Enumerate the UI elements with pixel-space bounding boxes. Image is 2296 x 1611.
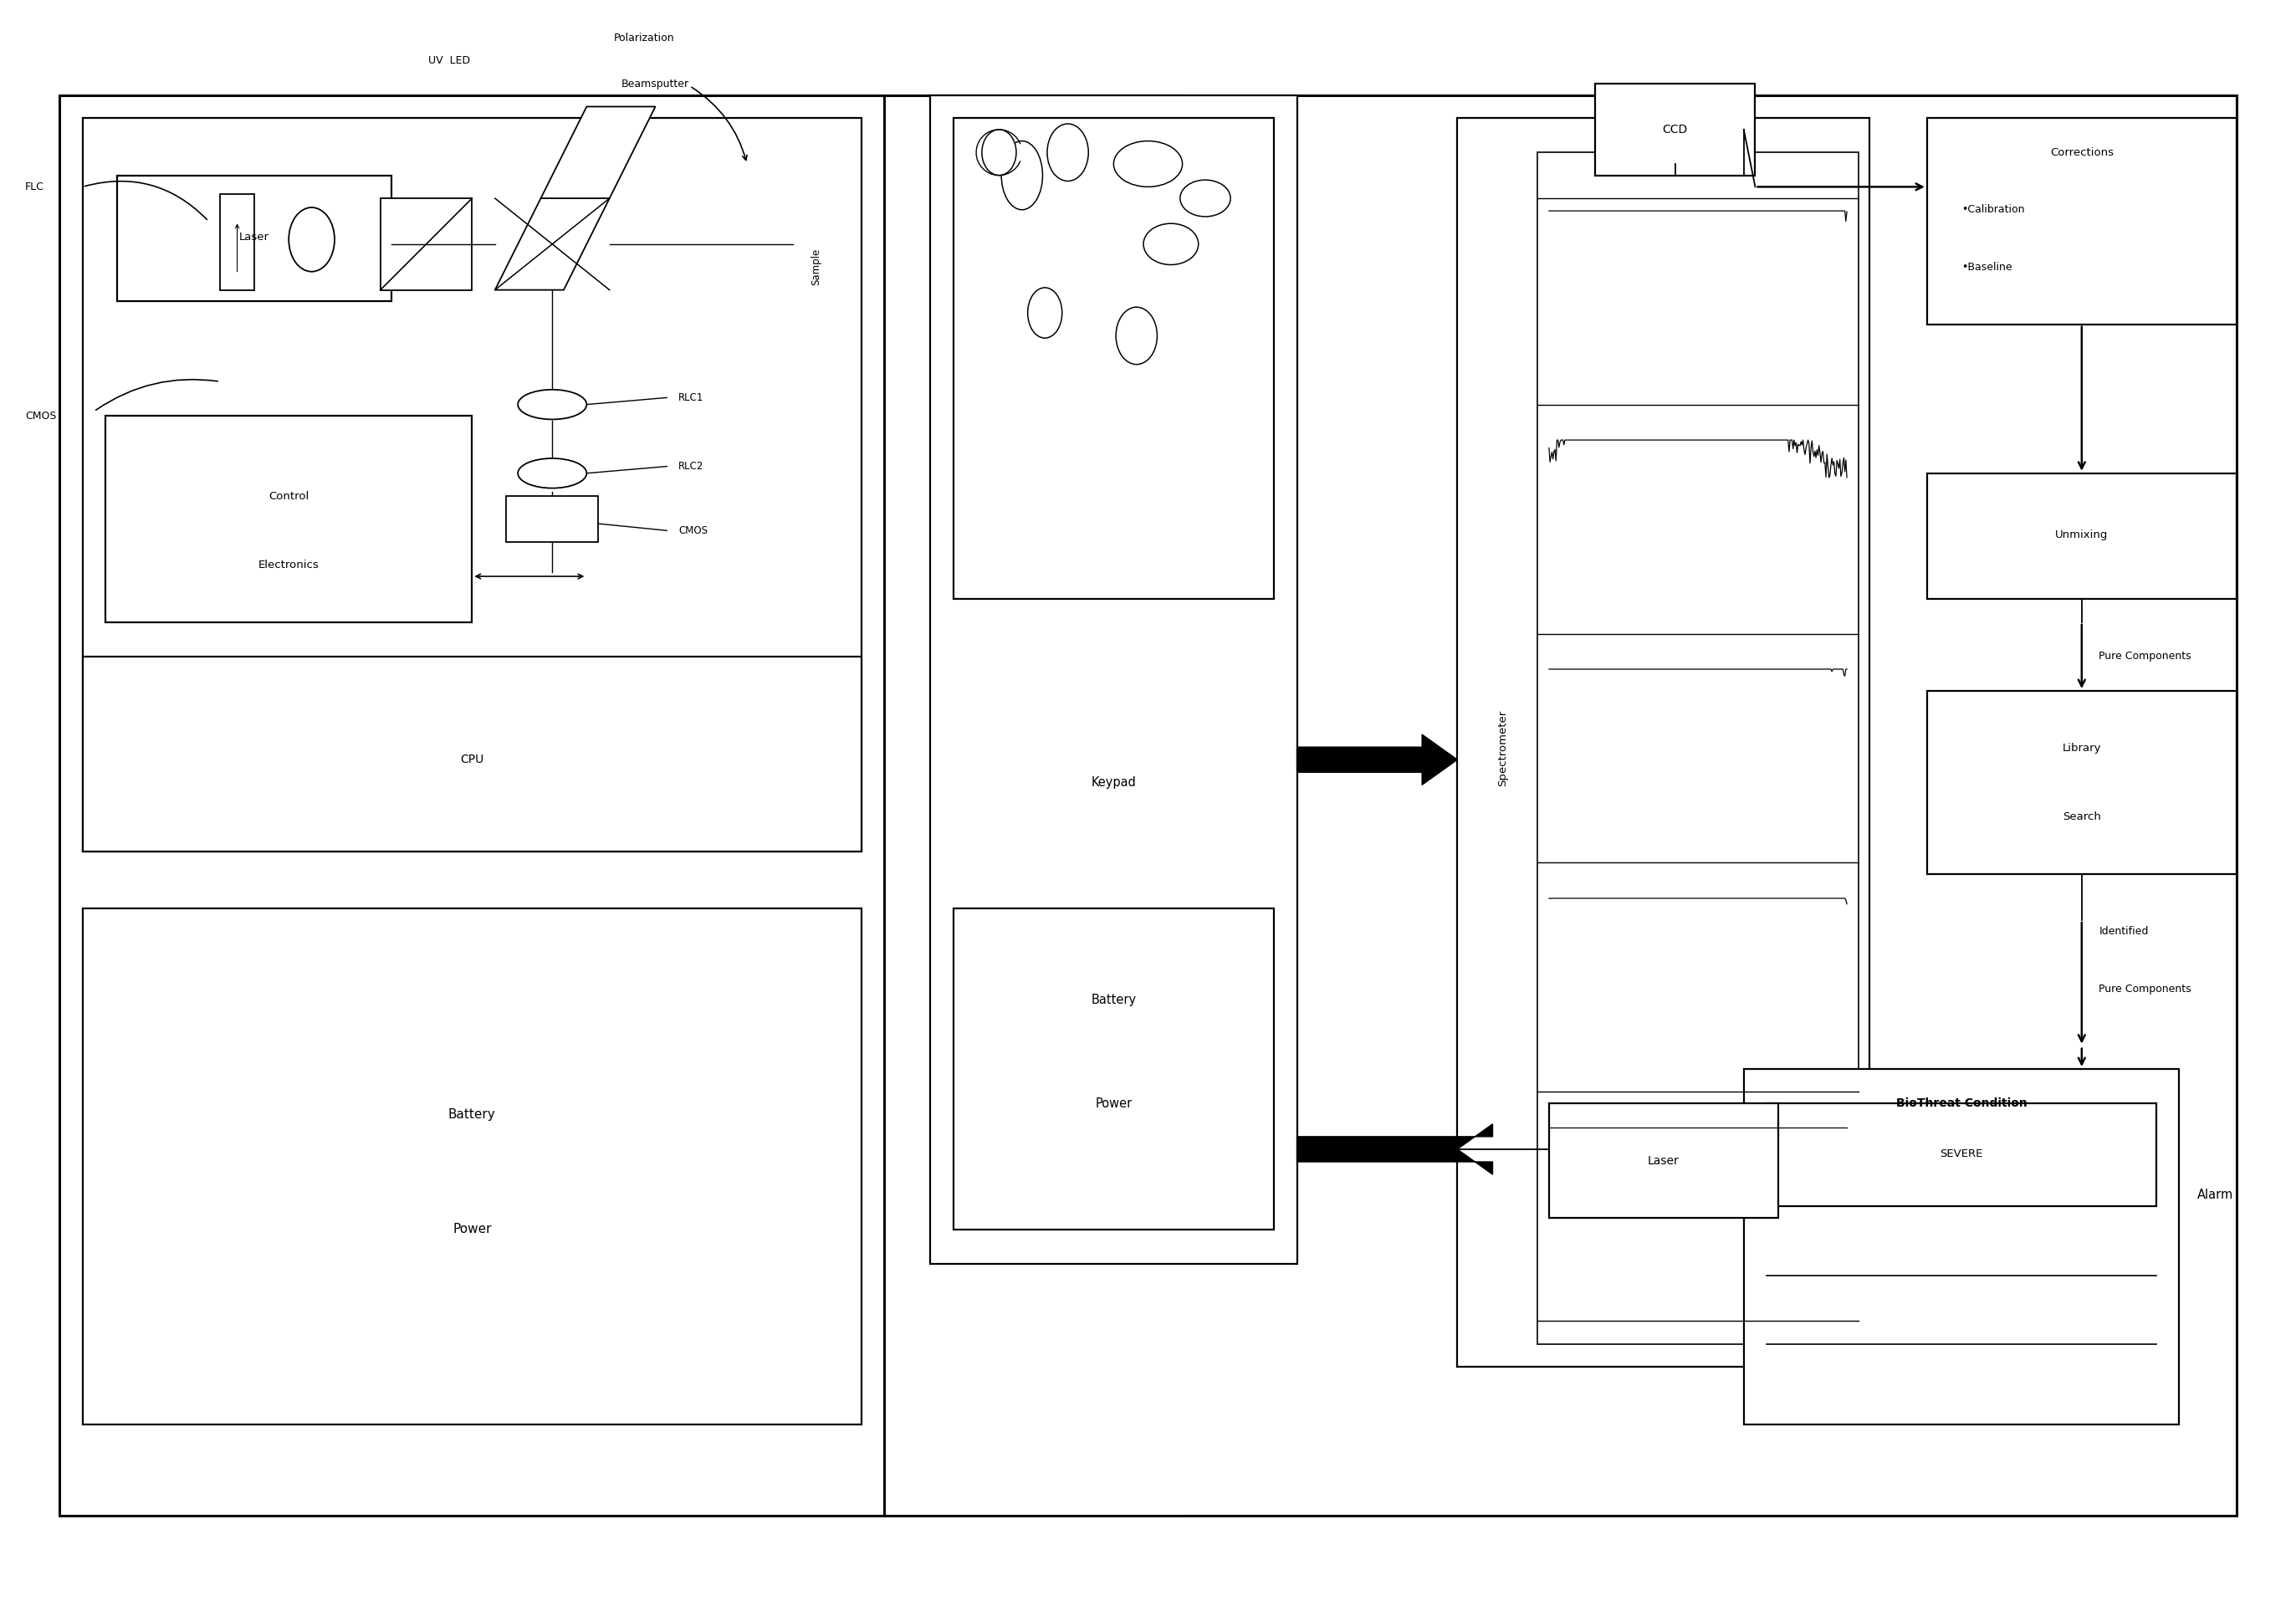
Text: UV  LED: UV LED — [427, 55, 471, 66]
Text: Polarization: Polarization — [613, 32, 675, 43]
Text: Search: Search — [2062, 812, 2101, 822]
Text: CCD: CCD — [1662, 124, 1688, 135]
Ellipse shape — [1143, 224, 1199, 264]
Text: SEVERE: SEVERE — [1940, 1149, 1984, 1160]
Bar — [1538, 153, 1857, 1344]
Bar — [507, 496, 597, 541]
Text: Sample: Sample — [810, 248, 822, 285]
Bar — [83, 118, 861, 851]
Text: CMOS: CMOS — [25, 411, 57, 422]
Text: •Baseline: •Baseline — [1961, 261, 2011, 272]
Bar — [60, 95, 1182, 1516]
Text: Control: Control — [269, 491, 310, 501]
Bar — [83, 909, 861, 1424]
Text: Unmixing: Unmixing — [2055, 530, 2108, 541]
Ellipse shape — [1114, 142, 1182, 187]
Text: Electronics: Electronics — [259, 559, 319, 570]
Text: Pure Components: Pure Components — [2099, 651, 2190, 662]
Bar — [1743, 1070, 2179, 1424]
Text: CPU: CPU — [459, 754, 484, 765]
Text: FLC: FLC — [25, 182, 44, 192]
Bar — [884, 95, 2236, 1516]
Text: Identified: Identified — [2099, 926, 2149, 938]
Bar — [1926, 691, 2236, 875]
Polygon shape — [1297, 735, 1458, 785]
Text: Library: Library — [2062, 743, 2101, 754]
Text: Power: Power — [1095, 1097, 1132, 1110]
Bar — [220, 193, 255, 290]
Bar — [953, 118, 1274, 599]
Bar — [1596, 84, 1754, 176]
Text: Corrections: Corrections — [2050, 147, 2115, 158]
Ellipse shape — [1180, 180, 1231, 216]
Ellipse shape — [519, 459, 585, 488]
Text: Laser: Laser — [1649, 1155, 1678, 1166]
Text: Alarm: Alarm — [2197, 1189, 2234, 1202]
Text: RLC2: RLC2 — [677, 461, 703, 472]
Text: BioThreat Condition: BioThreat Condition — [1896, 1097, 2027, 1110]
Ellipse shape — [983, 129, 1017, 176]
Text: Spectrometer: Spectrometer — [1497, 710, 1508, 786]
Ellipse shape — [1116, 308, 1157, 364]
Text: Battery: Battery — [448, 1108, 496, 1121]
Bar — [1550, 1104, 1777, 1218]
Bar — [1926, 118, 2236, 324]
Polygon shape — [496, 198, 608, 290]
Text: Keypad: Keypad — [1091, 777, 1137, 789]
Bar — [1926, 474, 2236, 599]
Bar — [83, 657, 861, 851]
Bar — [1766, 1104, 2156, 1207]
Text: Laser: Laser — [239, 232, 269, 243]
Ellipse shape — [1029, 288, 1063, 338]
Bar — [117, 176, 393, 301]
Text: Power: Power — [452, 1223, 491, 1236]
Ellipse shape — [519, 390, 585, 419]
Text: •Calibration: •Calibration — [1961, 205, 2025, 216]
Text: Battery: Battery — [1091, 994, 1137, 1007]
Polygon shape — [1297, 1124, 1492, 1174]
Bar — [381, 198, 473, 290]
Ellipse shape — [289, 208, 335, 272]
Ellipse shape — [1001, 142, 1042, 209]
Bar — [106, 416, 473, 622]
Bar — [953, 909, 1274, 1229]
Polygon shape — [542, 106, 654, 198]
Bar — [1458, 118, 1869, 1366]
Bar — [930, 95, 1297, 1263]
Text: Pure Components: Pure Components — [2099, 983, 2190, 994]
Text: Beamsputter: Beamsputter — [622, 79, 689, 89]
Text: CMOS: CMOS — [677, 525, 707, 536]
Ellipse shape — [1047, 124, 1088, 180]
Text: RLC1: RLC1 — [677, 391, 703, 403]
